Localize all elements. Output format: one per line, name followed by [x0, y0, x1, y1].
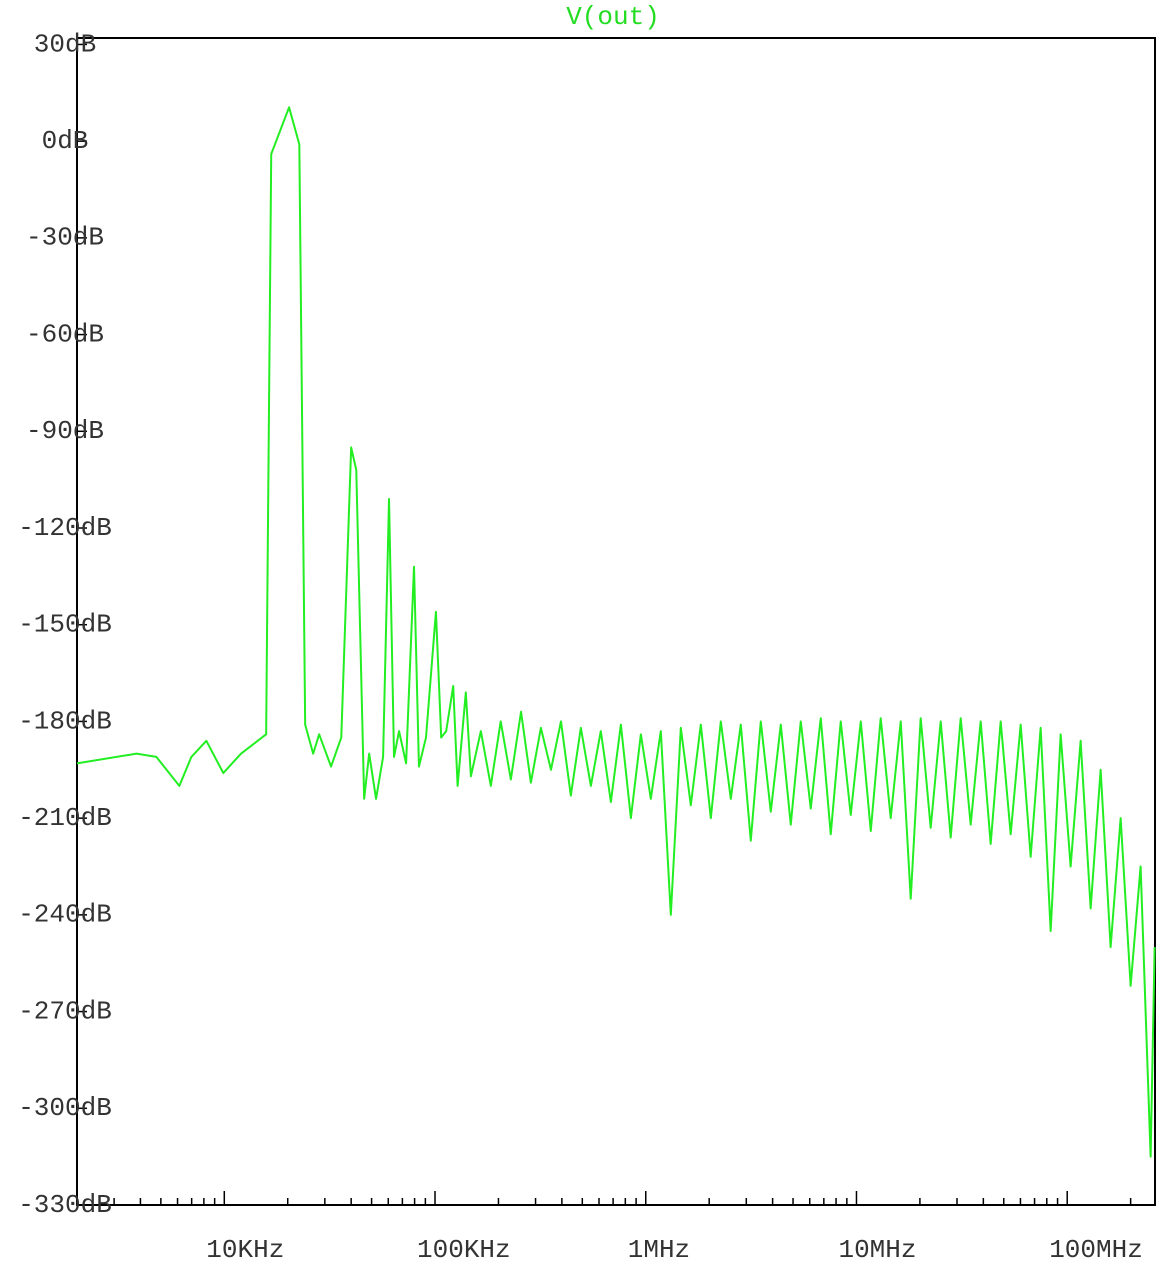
y-tick-label: -30dB — [26, 223, 104, 253]
x-tick-label: 100MHz — [1049, 1235, 1143, 1265]
y-tick-label: 30dB — [34, 29, 96, 59]
x-tick-label: 10MHz — [838, 1235, 916, 1265]
x-tick-label: 1MHz — [628, 1235, 690, 1265]
y-tick-label: -210dB — [18, 803, 112, 833]
y-tick-label: -60dB — [26, 319, 104, 349]
y-tick-label: -270dB — [18, 996, 112, 1026]
y-tick-label: 0dB — [42, 126, 89, 156]
y-tick-label: -150dB — [18, 610, 112, 640]
x-tick-label: 10KHz — [206, 1235, 284, 1265]
y-tick-label: -90dB — [26, 416, 104, 446]
x-tick-label: 100KHz — [417, 1235, 511, 1265]
y-tick-label: -330dB — [18, 1190, 112, 1220]
data-line — [76, 106, 1156, 1158]
y-tick-label: -180dB — [18, 706, 112, 736]
y-tick-label: -120dB — [18, 513, 112, 543]
plot-frame — [76, 37, 1156, 1206]
chart-title: V(out) — [566, 2, 660, 32]
y-tick-label: -300dB — [18, 1093, 112, 1123]
y-tick-label: -240dB — [18, 900, 112, 930]
